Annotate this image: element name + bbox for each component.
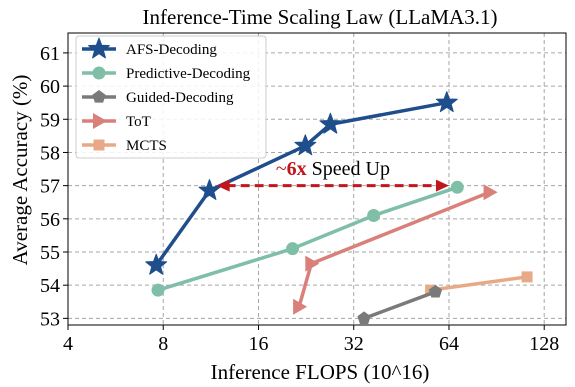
legend-label: ToT [126, 114, 151, 130]
speedup-suffix: Speed Up [307, 158, 390, 180]
x-tick-label: 16 [248, 333, 268, 355]
legend-item-predictive-decoding: Predictive-Decoding [82, 66, 251, 82]
data-point [145, 253, 168, 275]
legend-label: Guided-Decoding [126, 90, 234, 106]
speedup-factor: 6x [287, 158, 307, 180]
data-point [521, 271, 533, 283]
x-axis-label: Inference FLOPS (10^16) [211, 360, 430, 384]
x-tick-label: 8 [158, 333, 168, 355]
series-layer [145, 91, 533, 325]
x-tick-label: 4 [63, 333, 73, 355]
data-point [286, 242, 300, 256]
series-line [362, 290, 438, 321]
data-point [450, 180, 464, 194]
legend-marker [92, 90, 106, 103]
legend-marker [92, 66, 106, 80]
y-tick-label: 58 [40, 142, 60, 164]
legend-item-tot: ToT [82, 113, 151, 130]
series-line [156, 185, 460, 292]
data-point [483, 184, 498, 201]
speedup-arrow-head-left [216, 179, 230, 192]
legend-marker [93, 113, 107, 129]
legend-box [75, 35, 267, 159]
annotation-layer: ~6x Speed Up [216, 158, 449, 192]
series-line [428, 275, 529, 292]
data-point [151, 283, 165, 297]
y-tick-label: 53 [40, 308, 60, 330]
legend-item-mcts: MCTS [82, 138, 167, 154]
legend-marker [88, 37, 110, 59]
legend: AFS-Decoding Predictive-Decoding Guided-De… [75, 35, 267, 159]
data-point [319, 112, 342, 134]
speedup-annotation: ~6x Speed Up [276, 158, 390, 180]
y-tick-label: 59 [40, 109, 60, 131]
data-point [198, 179, 221, 201]
series-guided-decoding [357, 284, 443, 325]
data-point [305, 255, 320, 272]
plot-frame [67, 32, 567, 326]
grid [67, 33, 566, 325]
x-tick-label: 64 [439, 333, 459, 355]
chart-title: Inference-Time Scaling Law (LLaMA3.1) [143, 5, 498, 29]
y-tick-label: 54 [40, 275, 60, 297]
series-afs-decoding [145, 91, 458, 275]
data-point [293, 298, 308, 315]
data-point [357, 311, 371, 325]
series-tot [293, 184, 498, 315]
y-axis-label: Average Accuracy (%) [8, 75, 32, 266]
y-tick-label: 56 [40, 209, 60, 231]
y-tick-label: 61 [40, 43, 60, 65]
legend-item-guided-decoding: Guided-Decoding [82, 90, 234, 106]
series-predictive-decoding [151, 180, 464, 297]
y-tick-label: 60 [40, 76, 60, 98]
legend-item-afs-decoding: AFS-Decoding [82, 37, 217, 59]
data-point [435, 91, 458, 113]
legend-label: Predictive-Decoding [126, 66, 251, 82]
speedup-arrow-head-right [435, 179, 449, 192]
y-tick-label: 55 [40, 242, 60, 264]
legend-label: MCTS [126, 138, 167, 154]
x-tick-label: 32 [344, 333, 364, 355]
data-point [428, 284, 443, 298]
ticks-layer: 4 8 16 32 64 128 53 54 55 56 57 58 59 60 61 [40, 43, 559, 355]
data-point [294, 134, 317, 156]
y-tick-label: 57 [40, 176, 60, 198]
data-point [367, 209, 381, 222]
speedup-prefix: ~ [276, 158, 287, 180]
x-tick-label: 128 [529, 333, 559, 355]
legend-marker [93, 139, 105, 151]
legend-label: AFS-Decoding [126, 42, 217, 58]
